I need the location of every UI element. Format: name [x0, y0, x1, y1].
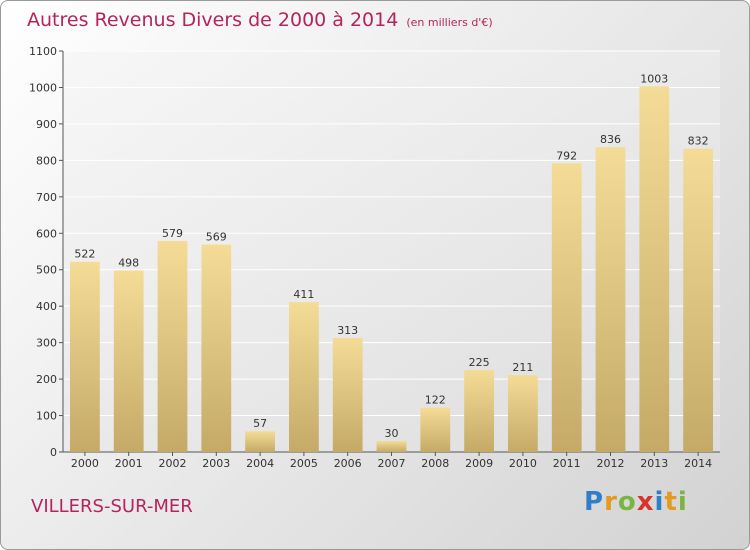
y-tick-label: 400 [36, 300, 57, 313]
chart-title: Autres Revenus Divers de 2000 à 2014 (en … [27, 9, 493, 31]
y-tick-label: 100 [36, 410, 57, 423]
data-label: 30 [385, 427, 399, 440]
logo-letter: o [617, 487, 637, 517]
logo-letter: t [664, 487, 678, 517]
bar [201, 244, 232, 452]
y-tick-label: 800 [36, 154, 57, 167]
logo-letter: x [636, 487, 655, 517]
x-tick-label: 2010 [509, 457, 537, 470]
logo-letter: i [677, 487, 688, 517]
x-tick-label: 2008 [421, 457, 449, 470]
y-tick-label: 900 [36, 118, 57, 131]
y-tick-label: 600 [36, 227, 57, 240]
bar [376, 441, 407, 452]
data-label: 836 [600, 133, 621, 146]
bar [245, 431, 275, 452]
x-tick-label: 2006 [334, 457, 362, 470]
data-label: 569 [206, 231, 227, 244]
title-unit: (en milliers d'€) [406, 16, 493, 29]
bar [289, 302, 319, 452]
y-tick-label: 0 [50, 446, 57, 459]
data-label: 225 [469, 356, 490, 369]
bar [113, 270, 144, 452]
y-tick-label: 300 [36, 337, 57, 350]
proxiti-logo: Proxiti [584, 487, 688, 517]
data-label: 1003 [640, 72, 668, 85]
y-tick-label: 700 [36, 191, 57, 204]
y-tick-label: 1000 [29, 81, 57, 94]
bar [508, 375, 538, 452]
x-tick-label: 2013 [640, 457, 668, 470]
bar [595, 147, 626, 453]
logo-letter: P [584, 487, 605, 517]
x-tick-label: 2007 [378, 457, 406, 470]
y-tick-label: 200 [36, 373, 57, 386]
x-tick-label: 2012 [597, 457, 625, 470]
data-label: 579 [162, 227, 183, 240]
logo-letter: r [604, 487, 618, 517]
data-label: 122 [425, 394, 446, 407]
data-label: 832 [688, 135, 709, 148]
bar [420, 407, 451, 452]
bar [551, 163, 582, 452]
data-label: 411 [293, 288, 314, 301]
x-tick-label: 2001 [115, 457, 143, 470]
bar [70, 261, 100, 452]
data-label: 522 [74, 248, 95, 261]
x-tick-label: 2005 [290, 457, 318, 470]
bar [639, 86, 670, 453]
bar [157, 240, 188, 452]
place-name: VILLERS-SUR-MER [31, 496, 193, 517]
title-main: Autres Revenus Divers de 2000 à 2014 [27, 9, 399, 31]
y-tick-label: 1100 [29, 45, 57, 58]
x-tick-label: 2002 [159, 457, 187, 470]
bar [332, 337, 363, 452]
x-tick-label: 2003 [202, 457, 230, 470]
x-tick-label: 2011 [553, 457, 581, 470]
bar [464, 369, 494, 452]
logo-letter: i [654, 487, 665, 517]
data-label: 313 [337, 324, 358, 337]
plot-area: 0 100 200 300 400 500 600 700 800 900 1000 1100 522 2… [29, 45, 720, 470]
bar [683, 148, 713, 452]
y-tick-label: 500 [36, 264, 57, 277]
x-tick-label: 2004 [246, 457, 274, 470]
data-label: 792 [556, 149, 577, 162]
x-tick-label: 2009 [465, 457, 493, 470]
data-label: 57 [253, 417, 267, 430]
x-tick-label: 2014 [684, 457, 712, 470]
data-label: 498 [118, 256, 139, 269]
data-label: 211 [512, 361, 533, 374]
x-tick-label: 2000 [71, 457, 99, 470]
